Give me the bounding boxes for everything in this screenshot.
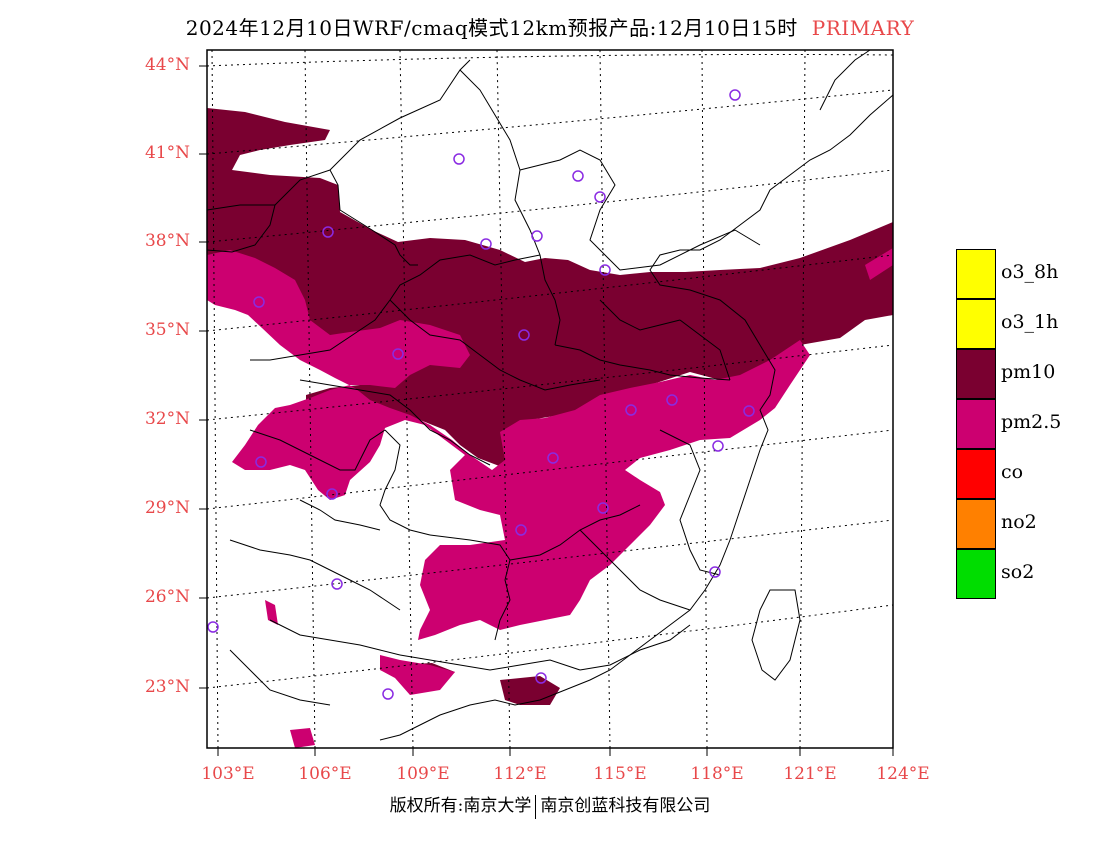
legend-swatch <box>956 349 996 399</box>
lon-label-124: 124°E <box>876 764 930 784</box>
lat-label-29: 29°N <box>144 498 190 518</box>
lon-label-118: 118°E <box>690 764 744 784</box>
legend-swatch <box>956 399 996 449</box>
provincial-boundaries <box>206 59 761 706</box>
legend-swatch <box>956 549 996 599</box>
copyright-right: 南京创蓝科技有限公司 <box>540 796 711 816</box>
title-text: 2024年12月10日WRF/cmaq模式12km预报产品:12月10日15时 <box>185 16 798 40</box>
footer-separator <box>535 794 537 819</box>
lon-label-103: 103°E <box>201 764 255 784</box>
lat-label-44: 44°N <box>144 55 190 75</box>
lat-label-23: 23°N <box>144 677 190 697</box>
legend-swatch <box>956 449 996 499</box>
copyright-footer: 版权所有:南京大学 南京创蓝科技有限公司 <box>0 791 1100 819</box>
lat-label-26: 26°N <box>144 587 190 607</box>
legend-swatch <box>956 499 996 549</box>
legend-swatch <box>956 299 996 349</box>
coastline <box>379 49 894 741</box>
station-markers <box>207 89 755 700</box>
legend-label: o3_8h <box>1001 261 1059 283</box>
lon-label-115: 115°E <box>593 764 647 784</box>
axis-ticks <box>199 65 894 756</box>
lon-label-106: 106°E <box>298 764 352 784</box>
map-frame <box>206 49 894 749</box>
lon-label-109: 109°E <box>396 764 450 784</box>
legend-label: pm10 <box>1001 361 1056 383</box>
legend-label: pm2.5 <box>1001 411 1062 433</box>
lat-label-41: 41°N <box>144 143 190 163</box>
lon-label-112: 112°E <box>493 764 547 784</box>
lat-label-35: 35°N <box>144 320 190 340</box>
legend-label: co <box>1001 461 1024 483</box>
map-title: 2024年12月10日WRF/cmaq模式12km预报产品:12月10日15时 P… <box>0 12 1100 41</box>
lon-label-121: 121°E <box>783 764 837 784</box>
legend-label: so2 <box>1001 561 1035 583</box>
legend-swatch <box>956 249 996 299</box>
lat-label-32: 32°N <box>144 409 190 429</box>
legend-label: no2 <box>1001 511 1037 533</box>
legend-label: o3_1h <box>1001 311 1059 333</box>
pm25-region <box>207 248 893 748</box>
title-tag: PRIMARY <box>811 16 915 40</box>
copyright-left: 版权所有:南京大学 <box>389 796 532 816</box>
lat-label-38: 38°N <box>144 231 190 251</box>
